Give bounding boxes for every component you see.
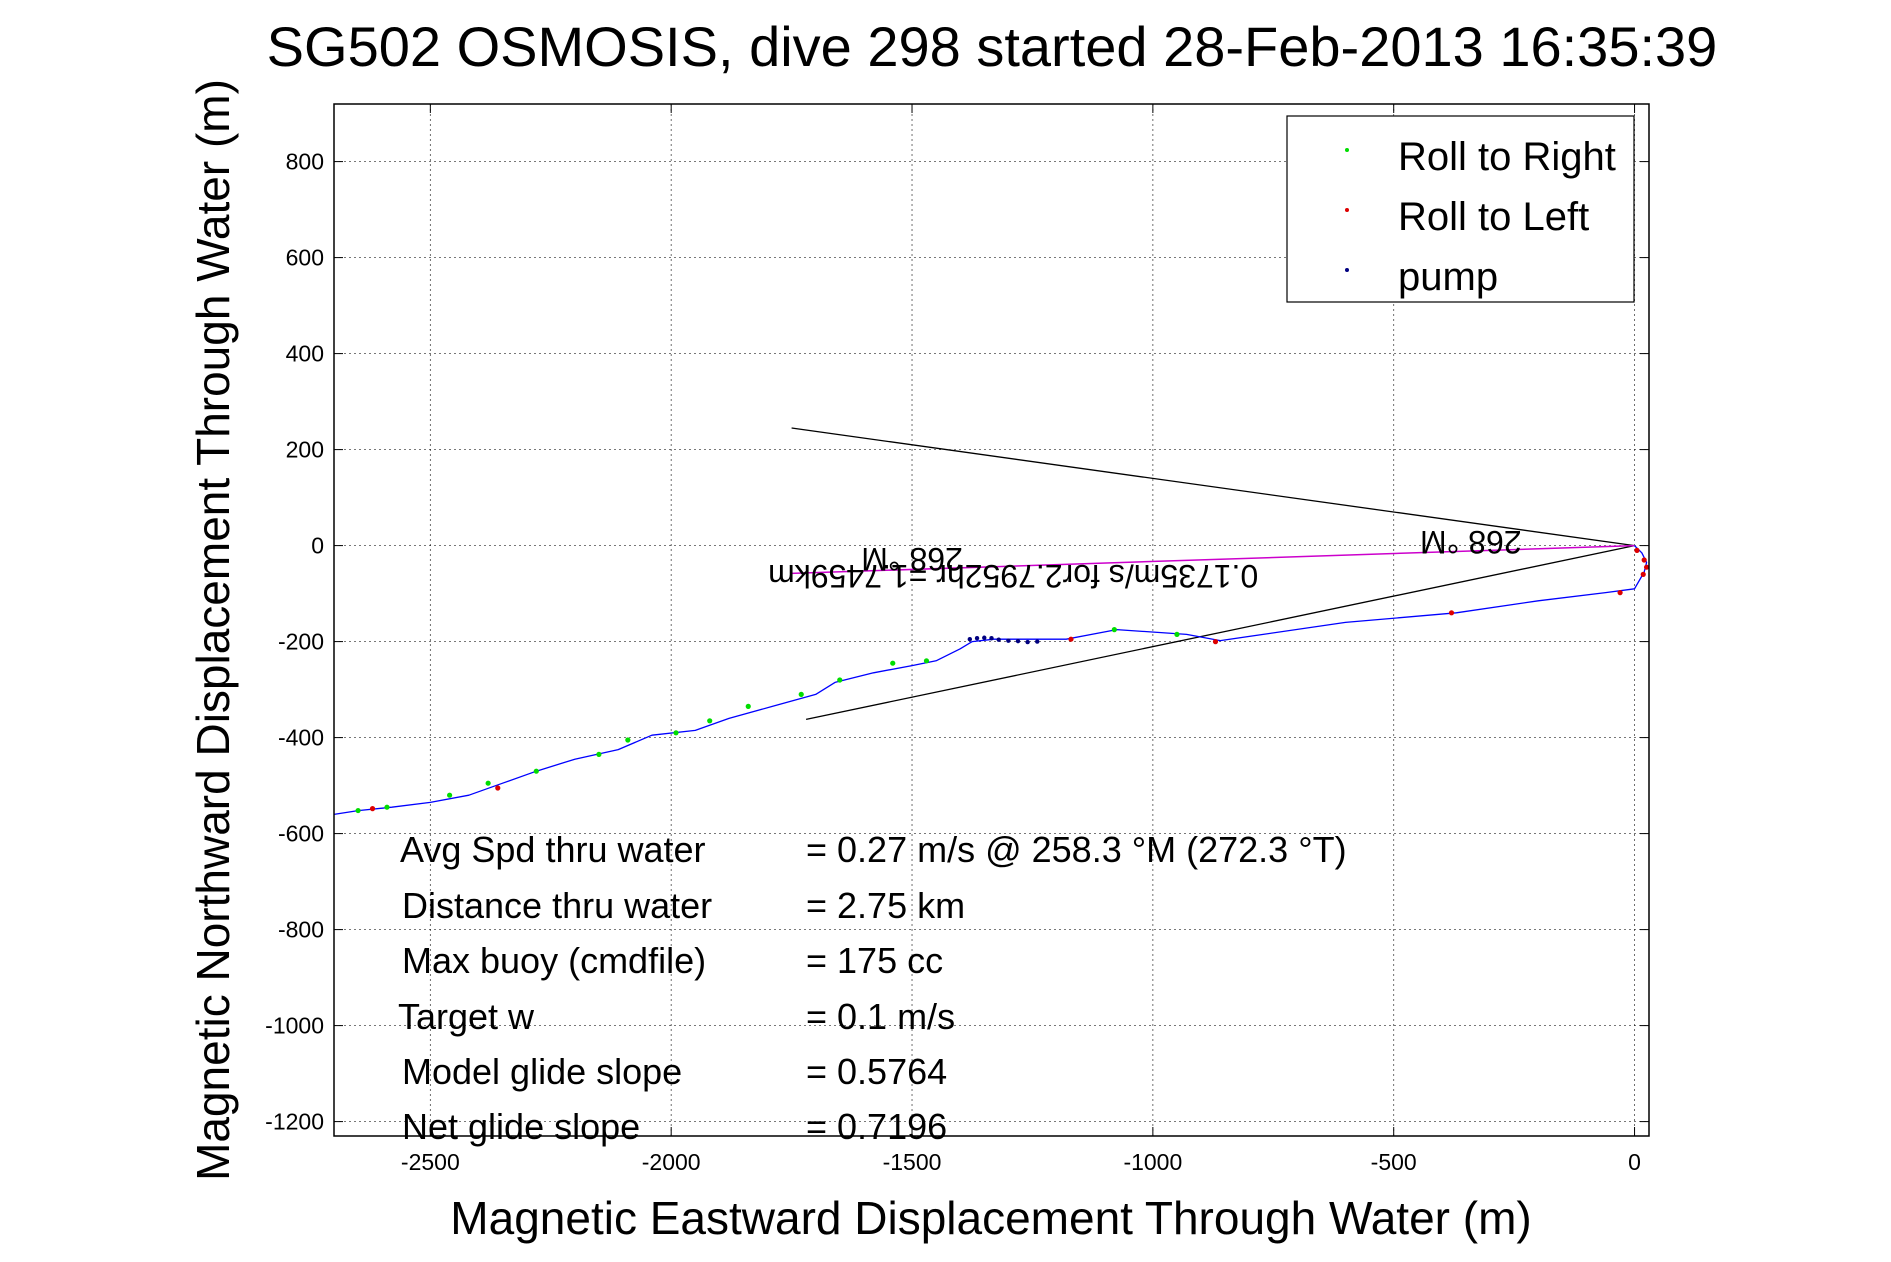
pump-point	[982, 635, 987, 640]
annotation-label: Target w	[398, 996, 535, 1037]
track-line	[333, 545, 1648, 816]
annotation-value: = 0.1 m/s	[806, 996, 955, 1037]
reference-line	[805, 544, 1635, 721]
pump-point	[1015, 638, 1021, 644]
y-tick-label: 800	[286, 149, 324, 175]
y-tick-label: -1000	[265, 1013, 324, 1039]
annotation-label: Max buoy (cmdfile)	[402, 940, 706, 981]
roll-right-point	[707, 718, 713, 724]
x-tick-label: -1500	[883, 1149, 942, 1175]
heading-label-left: 268 °M	[861, 541, 963, 577]
legend: Roll to Right Roll to Left pump	[1286, 115, 1635, 303]
annotations: Avg Spd thru water = 0.27 m/s @ 258.3 °M…	[398, 829, 1347, 1147]
roll-right-point	[798, 691, 804, 698]
y-tick-label: 0	[311, 533, 324, 559]
roll-right-point	[533, 768, 539, 774]
roll-left-point	[1617, 590, 1623, 596]
annotation-value: = 175 cc	[806, 940, 943, 981]
reference-line	[791, 427, 1635, 547]
annotation-value: = 0.7196	[806, 1106, 947, 1147]
roll-right-point	[1174, 631, 1180, 638]
legend-marker-pump	[1345, 268, 1349, 272]
plot-frame	[333, 103, 1650, 1137]
roll-right-point	[447, 792, 453, 798]
y-axis-label: Magnetic Northward Displacement Through …	[187, 79, 239, 1181]
roll-left-point	[1640, 571, 1646, 578]
pump-point	[1035, 639, 1040, 644]
roll-left-point	[1643, 564, 1650, 570]
annotation-label: Avg Spd thru water	[400, 829, 706, 870]
roll-left-point	[1212, 639, 1219, 645]
roll-left-point	[1068, 636, 1074, 642]
roll-right-point	[673, 730, 679, 736]
roll-left-point	[1634, 547, 1640, 554]
current-line	[791, 544, 1635, 575]
roll-left-point	[1641, 557, 1647, 563]
reference-lines	[791, 427, 1635, 721]
roll-right-point	[625, 737, 631, 743]
annotation-label: Model glide slope	[402, 1051, 682, 1092]
y-tick-label: -600	[278, 821, 324, 847]
annotation-value: = 0.5764	[806, 1051, 947, 1092]
annotation-label: Distance thru water	[402, 885, 712, 926]
chart-title: SG502 OSMOSIS, dive 298 started 28-Feb-2…	[267, 15, 1718, 78]
x-tick-label: -2500	[401, 1149, 460, 1175]
y-tick-label: -1200	[265, 1109, 324, 1135]
annotation-label: Net glide slope	[402, 1106, 640, 1147]
legend-marker-roll-left	[1345, 208, 1349, 212]
x-tick-label: 0	[1628, 1149, 1641, 1175]
annotation-value: = 0.27 m/s @ 258.3 °M (272.3 °T)	[806, 829, 1347, 870]
x-axis-label: Magnetic Eastward Displacement Through W…	[450, 1192, 1531, 1244]
x-tick-label: -1000	[1123, 1149, 1182, 1175]
y-tick-label: -800	[278, 917, 324, 943]
roll-right-point	[384, 804, 390, 810]
roll-right-point	[355, 807, 361, 814]
roll-left-point	[1448, 610, 1455, 616]
pump-point	[974, 636, 980, 641]
y-tick-label: 400	[286, 341, 324, 367]
legend-label-roll-right: Roll to Right	[1398, 135, 1616, 179]
current-line-layer	[791, 544, 1635, 575]
roll-right-point	[890, 660, 896, 666]
legend-label-pump: pump	[1398, 255, 1498, 299]
roll-right-point	[923, 658, 930, 664]
pump-point	[989, 636, 994, 641]
x-tick-label: -500	[1371, 1149, 1417, 1175]
legend-box	[1286, 115, 1635, 303]
y-tick-label: -400	[278, 725, 324, 751]
pump-point	[1006, 638, 1011, 643]
roll-right-point	[1111, 627, 1117, 633]
roll-right-point	[837, 677, 843, 683]
y-tick-label: -200	[278, 629, 324, 655]
heading-label-right: 268 °M	[1420, 524, 1522, 560]
roll-right-point	[596, 751, 602, 758]
y-tick-label: 200	[286, 437, 324, 463]
x-tick-label: -2000	[642, 1149, 701, 1175]
marker-layer	[355, 547, 1650, 814]
legend-marker-roll-right	[1345, 148, 1349, 152]
roll-right-point	[745, 703, 751, 710]
ticks: -2500 -2000 -1500 -1000 -500 0 800 600 400 200 0 -2…	[265, 104, 1649, 1175]
legend-label-roll-left: Roll to Left	[1398, 195, 1589, 239]
pump-point	[967, 637, 973, 642]
current-label: 0.1735m/s for2.7952hr =1.7459km	[768, 558, 1258, 594]
roll-left-point	[495, 785, 501, 791]
roll-right-point	[485, 780, 491, 786]
grid	[334, 104, 1649, 1136]
track-layer	[333, 545, 1648, 816]
roll-left-point	[369, 806, 376, 812]
annotation-value: = 2.75 km	[806, 885, 965, 926]
pump-point	[1025, 639, 1030, 645]
y-tick-label: 600	[286, 245, 324, 271]
pump-point	[996, 637, 1001, 642]
